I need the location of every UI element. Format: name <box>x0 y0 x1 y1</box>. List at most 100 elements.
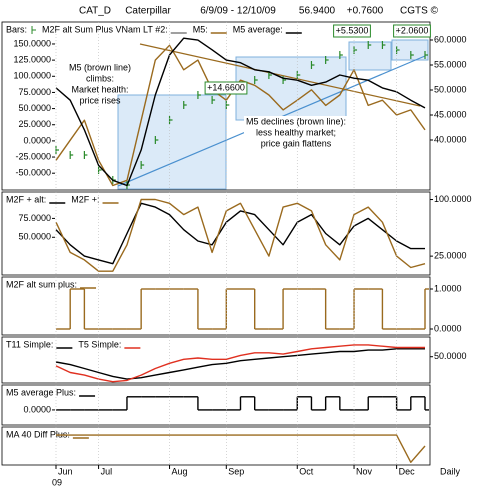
annotation-box <box>333 24 371 38</box>
trade-box <box>117 94 227 190</box>
panel-frame <box>1 384 431 426</box>
y-tick-label: 150.0000 <box>13 38 51 48</box>
price-bar <box>282 76 287 84</box>
legend-swatch <box>31 26 37 34</box>
annotation-text: +2.0600 <box>396 25 429 35</box>
legend-label: M2F alt sum plus: <box>6 279 77 289</box>
panel-frame <box>1 21 431 191</box>
trade-box <box>235 56 347 121</box>
series-line <box>55 202 425 265</box>
annotation-box <box>204 81 248 95</box>
x-tick-label: Aug <box>172 466 188 476</box>
panel-frame <box>1 426 431 466</box>
price-bar <box>381 41 386 49</box>
y-tick-label: 50.0000 <box>18 232 51 242</box>
y2-tick-label: 50.0000 <box>434 84 467 94</box>
price-bar <box>168 116 173 124</box>
trade-box <box>348 41 392 71</box>
price-change: +0.7600 <box>347 6 384 17</box>
last-price: 56.9400 <box>299 6 336 17</box>
annotation-text: M5 (brown line) <box>69 62 131 72</box>
y-tick-label: -25.0000 <box>15 151 51 161</box>
annotation-text: +14.6600 <box>207 82 245 92</box>
price-bar <box>197 91 201 99</box>
price-bar <box>296 71 301 79</box>
y-tick-label: 0.0000 <box>23 135 51 145</box>
price-bar <box>339 51 343 59</box>
price-bar <box>310 61 315 69</box>
series-line <box>56 434 426 463</box>
series-line <box>55 344 425 383</box>
x-tick-label: Nov <box>356 466 373 476</box>
legend-label: M5: <box>193 24 208 34</box>
y-tick-label: 100.0000 <box>13 71 51 81</box>
annotation: +2.0600 <box>393 24 431 38</box>
y-tick-label: 25.0000 <box>18 119 51 129</box>
y-tick-label: 0.0000 <box>23 404 51 414</box>
annotation-text: price gain flattens <box>261 138 332 148</box>
x-tick-label: Sep <box>228 466 244 476</box>
panel-frame <box>1 191 431 276</box>
panel-frame <box>1 276 431 336</box>
symbol: CAT_D <box>79 6 111 17</box>
legend-label: T5 Simple: <box>78 339 121 349</box>
y-tick-label: 50.0000 <box>18 103 51 113</box>
price-bar <box>410 51 414 59</box>
y2-tick-label: 1.0000 <box>434 283 462 293</box>
price-bar <box>154 136 159 144</box>
y2-tick-label: 55.0000 <box>434 59 467 69</box>
price-bar <box>183 101 187 109</box>
x-tick-label: Dec <box>399 466 416 476</box>
header: CAT_D Caterpillar 6/9/09 - 12/10/09 56.9… <box>79 6 439 17</box>
annotation-bg <box>243 116 349 150</box>
price-bar <box>424 51 428 59</box>
price-bar <box>55 146 59 154</box>
annotation: M5 (brown line)climbs:Market health:pric… <box>69 62 131 105</box>
annotation-text: M5 declines (brown line): <box>246 116 346 126</box>
annotation-text: less healthy market; <box>256 127 336 137</box>
annotation-box <box>393 24 431 38</box>
y2-tick-label: 40.0000 <box>434 134 467 144</box>
legend-label: M2F alt Sum Plus VNam LT #2: <box>42 24 168 34</box>
price-bar <box>254 76 258 84</box>
y2-tick-label: 45.0000 <box>434 109 467 119</box>
price-bar <box>69 151 74 159</box>
y2-tick-label: 0.0000 <box>434 323 462 333</box>
legend-label: M2F +: <box>71 194 99 204</box>
company: Caterpillar <box>125 6 171 17</box>
price-bar <box>140 161 145 169</box>
series-line <box>55 44 426 187</box>
legend-label: T11 Simple: <box>6 339 53 349</box>
source: CGTS © <box>400 6 439 17</box>
annotation-text: climbs: <box>86 73 114 83</box>
annotation: +5.5300 <box>333 24 371 38</box>
x-tick-label: Jun <box>58 466 73 476</box>
x-axis-note: Daily <box>440 466 461 476</box>
y2-tick-label: 25.0000 <box>434 251 467 261</box>
y-tick-label: 75.0000 <box>18 87 51 97</box>
trend-line <box>139 43 421 107</box>
annotation: +14.6600 <box>204 81 248 95</box>
price-bar <box>83 151 88 159</box>
series-line <box>55 348 425 380</box>
legend-label: Bars: <box>6 24 27 34</box>
annotation-text: price rises <box>79 95 121 105</box>
annotation-text: Market health: <box>71 84 128 94</box>
annotation: M5 declines (brown line):less healthy ma… <box>243 116 349 150</box>
y2-tick-label: 50.0000 <box>434 351 467 361</box>
legend-label: MA 40 Diff Plus: <box>6 429 70 439</box>
series-line <box>55 37 426 187</box>
trade-boxes <box>117 39 429 190</box>
panel-frame <box>1 336 431 384</box>
x-year-label: 09 <box>52 477 62 487</box>
legend-label: M5 average: <box>233 24 283 34</box>
y-tick-label: 125.0000 <box>13 54 51 64</box>
price-bar <box>367 41 372 49</box>
trade-box <box>391 39 429 61</box>
annotation-text: +5.5300 <box>336 25 369 35</box>
price-bar <box>225 101 230 109</box>
price-bar <box>211 96 216 104</box>
series-line <box>55 198 426 272</box>
legend-label: M2F + alt: <box>6 194 46 204</box>
